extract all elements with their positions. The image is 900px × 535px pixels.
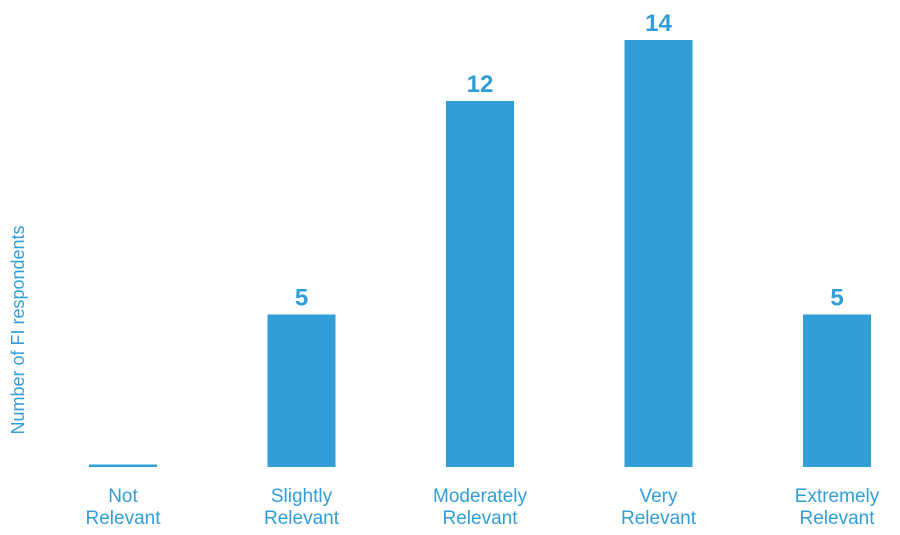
y-axis-label: Number of FI respondents xyxy=(8,225,28,434)
value-label-2: 12 xyxy=(467,71,494,98)
category-label-4: Extremely Relevant xyxy=(795,486,880,529)
category-label-1: Slightly Relevant xyxy=(264,486,340,529)
value-labels-group: 5 12 14 5 xyxy=(295,10,844,312)
category-labels-group: Not Relevant Slightly Relevant Moderately Rel… xyxy=(86,486,880,529)
bar-2 xyxy=(446,101,514,467)
bars-group xyxy=(89,40,871,467)
bar-4 xyxy=(803,314,871,467)
bar-0 xyxy=(89,464,157,467)
bar-1 xyxy=(267,314,336,467)
category-label-3: Very Relevant xyxy=(621,486,697,529)
bar-3 xyxy=(624,40,693,467)
category-label-0: Not Relevant xyxy=(86,486,162,529)
value-label-4: 5 xyxy=(830,285,843,312)
value-label-1: 5 xyxy=(295,285,308,312)
category-label-2: Moderately Relevant xyxy=(433,486,527,529)
value-label-3: 14 xyxy=(645,10,672,37)
